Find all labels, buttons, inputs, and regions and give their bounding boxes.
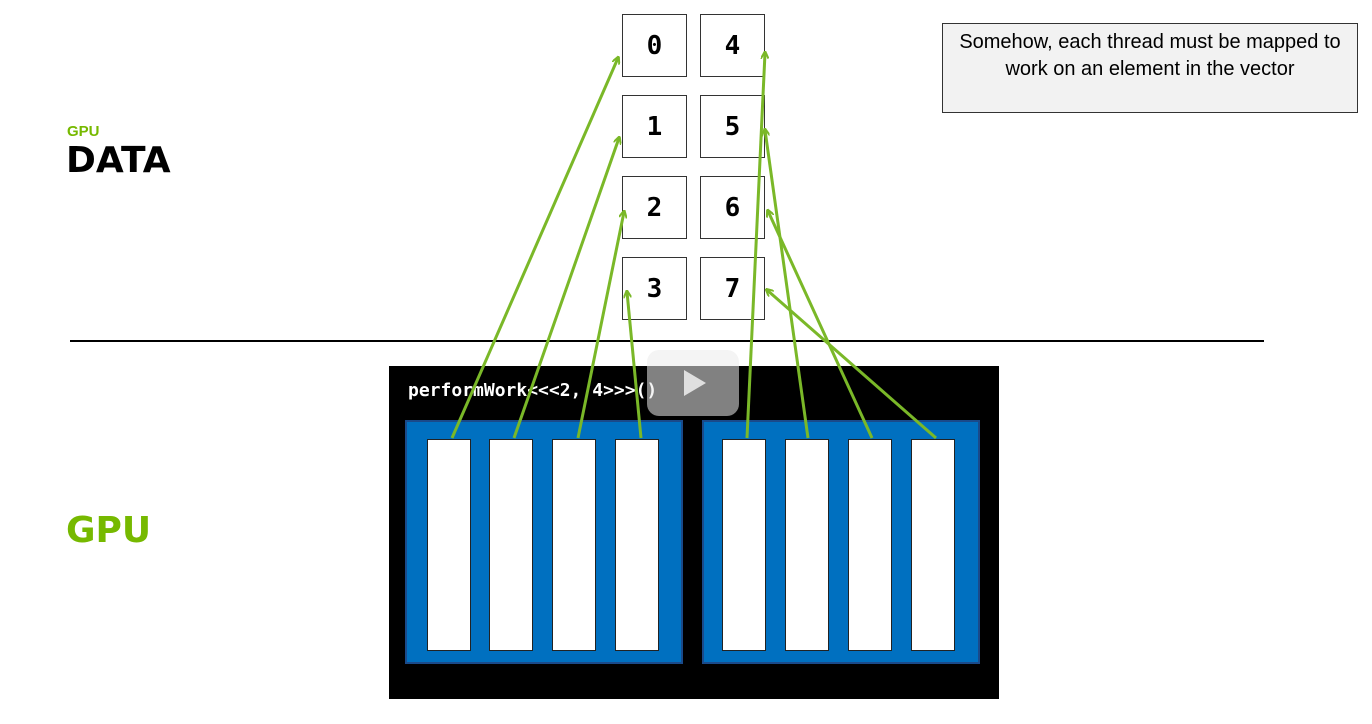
vector-element-6: 6 xyxy=(700,176,765,239)
thread-1 xyxy=(489,439,533,651)
gpu-label: GPU xyxy=(66,510,152,551)
gpu-box: performWork<<<2, 4>>>() xyxy=(389,366,999,699)
vector-element-3: 3 xyxy=(622,257,687,320)
arrow-thread-2 xyxy=(576,212,624,439)
thread-0 xyxy=(427,439,471,651)
play-button[interactable] xyxy=(647,350,739,416)
thread-5 xyxy=(785,439,829,651)
arrow-thread-7 xyxy=(767,290,937,440)
thread-block-1 xyxy=(702,420,980,664)
arrow-thread-5 xyxy=(765,130,810,439)
arrow-thread-4 xyxy=(745,53,765,439)
vector-element-2: 2 xyxy=(622,176,687,239)
thread-7 xyxy=(911,439,955,651)
arrow-thread-3 xyxy=(627,292,643,439)
thread-4 xyxy=(722,439,766,651)
data-label: DATA xyxy=(66,140,171,181)
thread-3 xyxy=(615,439,659,651)
divider-line xyxy=(70,340,1264,342)
vector-element-0: 0 xyxy=(622,14,687,77)
vector-element-1: 1 xyxy=(622,95,687,158)
vector-element-4: 4 xyxy=(700,14,765,77)
arrow-thread-0 xyxy=(450,58,618,439)
gpu-small-label: GPU xyxy=(67,123,100,140)
thread-6 xyxy=(848,439,892,651)
vector-element-5: 5 xyxy=(700,95,765,158)
arrow-thread-6 xyxy=(768,211,874,439)
note-box: Somehow, each thread must be mapped to w… xyxy=(942,23,1358,113)
thread-block-0 xyxy=(405,420,683,664)
thread-2 xyxy=(552,439,596,651)
play-icon xyxy=(684,370,706,396)
arrow-thread-1 xyxy=(512,138,619,439)
